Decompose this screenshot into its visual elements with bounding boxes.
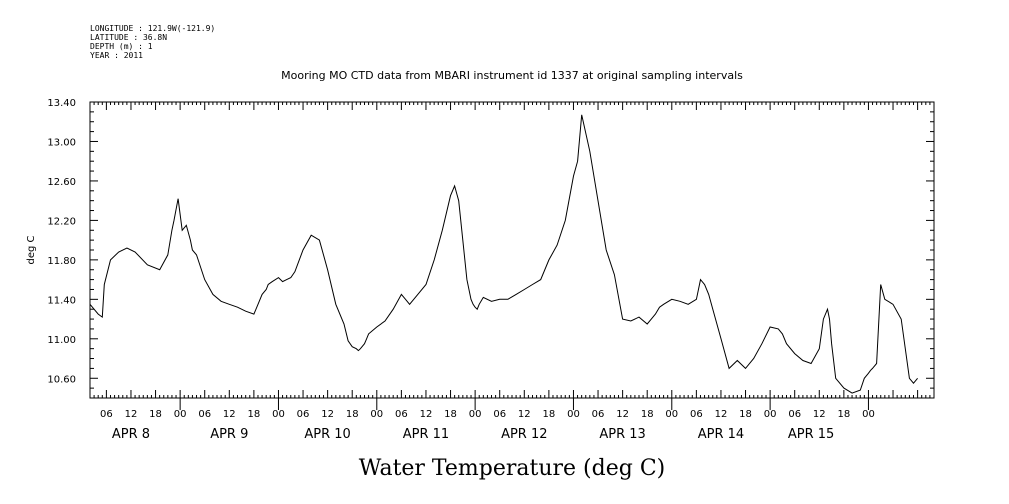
x-hour-label: 12 <box>420 409 433 420</box>
x-axis: 06 12 18 00 06 12 18 00 06 12 18 00 06 12 18 00 06 12 18 00… <box>89 102 935 442</box>
x-axis-label: Water Temperature (deg C) <box>359 456 666 481</box>
longitude-text: LONGITUDE : 121.9W(-121.9) <box>90 24 215 33</box>
chart-title: Mooring MO CTD data from MBARI instrumen… <box>281 69 743 82</box>
x-hour-label: 18 <box>641 409 654 420</box>
year-text: YEAR : 2011 <box>90 51 143 60</box>
x-hour-label: 00 <box>862 409 875 420</box>
y-tick-label: 11.40 <box>47 295 76 306</box>
x-hour-label: 00 <box>567 409 580 420</box>
x-hour-label: 12 <box>125 409 138 420</box>
x-hour-label: 00 <box>174 409 187 420</box>
x-hour-label: 00 <box>469 409 482 420</box>
x-date-label: APR 8 <box>112 427 150 442</box>
y-tick-label: 13.00 <box>47 137 76 148</box>
x-hour-label: 12 <box>223 409 236 420</box>
x-date-label: APR 12 <box>501 427 547 442</box>
x-hour-label: 18 <box>149 409 162 420</box>
x-hour-label: 12 <box>715 409 728 420</box>
x-hour-label: 12 <box>518 409 531 420</box>
y-tick-label: 13.40 <box>47 98 76 109</box>
x-hour-label: 18 <box>248 409 261 420</box>
x-hour-label: 00 <box>665 409 678 420</box>
x-date-label: APR 10 <box>304 427 350 442</box>
x-date-label: APR 9 <box>210 427 248 442</box>
x-date-label: APR 15 <box>788 427 834 442</box>
x-date-label: APR 11 <box>403 427 449 442</box>
x-hour-label: 12 <box>321 409 334 420</box>
x-hour-label: 12 <box>813 409 826 420</box>
y-axis-label: deg C <box>26 235 37 264</box>
x-hour-label: 12 <box>616 409 629 420</box>
x-hour-label: 06 <box>395 409 408 420</box>
x-hour-label: 06 <box>297 409 310 420</box>
depth-text: DEPTH (m) : 1 <box>90 42 153 51</box>
x-hour-label: 18 <box>543 409 556 420</box>
plot-frame <box>89 101 935 399</box>
latitude-text: LATITUDE : 36.8N <box>90 33 167 42</box>
x-date-label: APR 13 <box>599 427 645 442</box>
metadata-block: LONGITUDE : 121.9W(-121.9) LATITUDE : 36… <box>90 24 215 60</box>
x-hour-label: 06 <box>592 409 605 420</box>
x-hour-label: 06 <box>198 409 211 420</box>
x-date-label: APR 14 <box>698 427 744 442</box>
x-hour-label: 18 <box>444 409 457 420</box>
x-hour-label: 00 <box>764 409 777 420</box>
x-hour-label: 00 <box>370 409 383 420</box>
x-hour-label: 18 <box>346 409 359 420</box>
y-axis: 13.40 13.00 12.60 12.20 11.80 11.40 11.00 10.60 <box>47 98 934 399</box>
y-tick-label: 10.60 <box>47 374 76 385</box>
x-hour-label: 06 <box>100 409 113 420</box>
water-temperature-line <box>89 114 918 394</box>
x-hour-label: 00 <box>272 409 285 420</box>
x-hour-label: 06 <box>788 409 801 420</box>
y-tick-label: 12.20 <box>47 216 76 227</box>
x-hour-label: 06 <box>690 409 703 420</box>
x-hour-label: 06 <box>493 409 506 420</box>
y-tick-label: 11.00 <box>47 335 76 346</box>
x-hour-label: 18 <box>837 409 850 420</box>
y-tick-label: 12.60 <box>47 177 76 188</box>
y-tick-label: 11.80 <box>47 256 76 267</box>
x-hour-label: 18 <box>739 409 752 420</box>
